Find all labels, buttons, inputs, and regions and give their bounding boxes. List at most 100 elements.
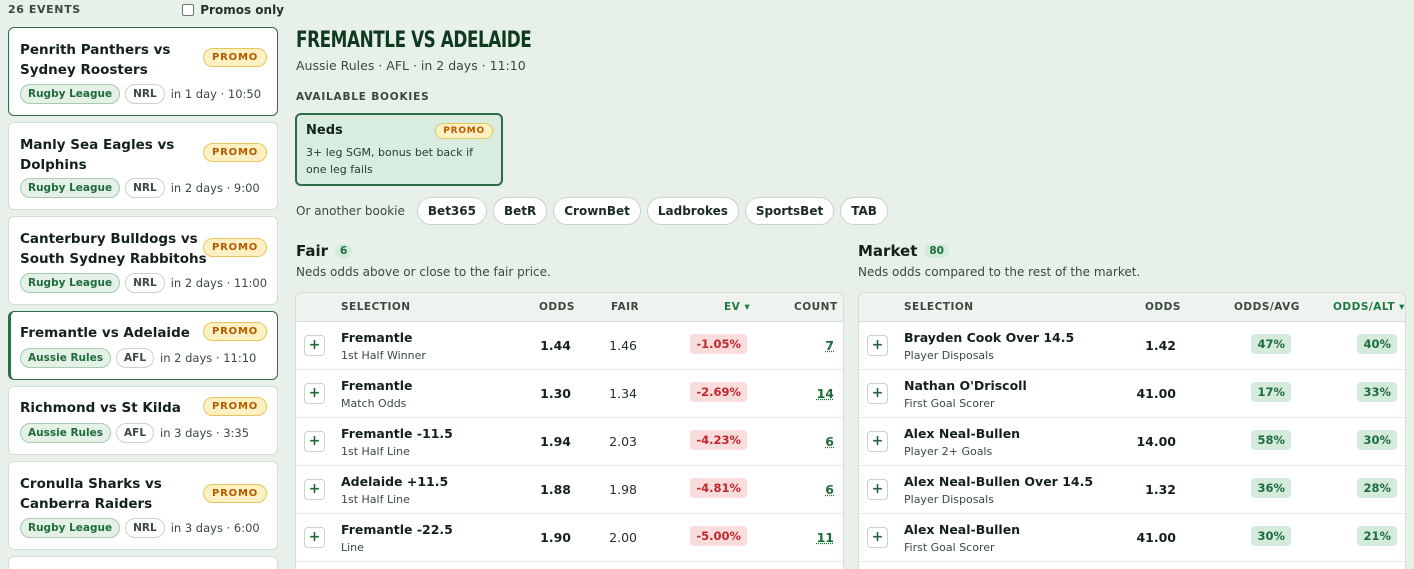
bookie-chip[interactable]: Ladbrokes bbox=[646, 197, 739, 225]
event-tags: Rugby League NRL in 3 days · 6:00 bbox=[20, 518, 260, 538]
event-title: Richmond vs St Kilda bbox=[20, 400, 181, 416]
selection-market: 1st Half Line bbox=[341, 445, 410, 458]
league-tag: NRL bbox=[125, 273, 165, 293]
add-selection-button[interactable]: + bbox=[304, 383, 325, 404]
selection-name: Alex Neal-Bullen Over 14.5 bbox=[904, 474, 1094, 489]
page-title: FREMANTLE VS ADELAIDE bbox=[296, 28, 532, 53]
ev-value: -2.69% bbox=[690, 382, 747, 402]
market-table-header: SELECTION ODDS ODDS/AVG ODDS/ALT ▾ bbox=[859, 293, 1405, 322]
add-selection-button[interactable]: + bbox=[867, 479, 888, 500]
fair-table-row: + Fremantle -22.5 Line 1.90 2.00 -5.00% 11 bbox=[296, 514, 843, 562]
promo-badge: PROMO bbox=[203, 397, 267, 416]
event-card-selected[interactable]: Fremantle vs Adelaide PROMO Aussie Rules… bbox=[8, 311, 278, 380]
sport-tag: Aussie Rules bbox=[20, 348, 112, 368]
event-tags: Rugby League NRL in 2 days · 9:00 bbox=[20, 178, 260, 198]
promo-badge: PROMO bbox=[203, 238, 267, 257]
fair-table: SELECTION ODDS FAIR EV ▾ COUNT + Fremantl… bbox=[295, 292, 844, 569]
event-title: Cronulla Sharks vs Canberra Raiders bbox=[20, 476, 162, 512]
col-odds-alt-sorted[interactable]: ODDS/ALT ▾ bbox=[1333, 301, 1405, 313]
add-selection-button[interactable]: + bbox=[304, 335, 325, 356]
promos-only-label: Promos only bbox=[200, 3, 284, 17]
odds-avg-value: 30% bbox=[1251, 526, 1291, 546]
bookie-card-selected[interactable]: Neds PROMO 3+ leg SGM, bonus bet back if… bbox=[295, 113, 503, 186]
sport-tag: Aussie Rules bbox=[20, 423, 112, 443]
add-selection-button[interactable]: + bbox=[867, 431, 888, 452]
add-selection-button[interactable]: + bbox=[867, 527, 888, 548]
count-link[interactable]: 6 bbox=[825, 482, 834, 497]
event-card[interactable]: Penrith Panthers vs Sydney Roosters PROM… bbox=[8, 27, 278, 116]
selection-market: 1st Half Winner bbox=[341, 349, 426, 362]
event-title: Fremantle vs Adelaide bbox=[20, 325, 190, 341]
col-count[interactable]: COUNT bbox=[794, 301, 838, 313]
ev-value: -1.05% bbox=[690, 334, 747, 354]
event-card[interactable]: Richmond vs St Kilda PROMO Aussie Rules … bbox=[8, 386, 278, 455]
event-card[interactable] bbox=[8, 556, 278, 569]
promos-only-checkbox[interactable] bbox=[182, 4, 195, 16]
bookie-chip[interactable]: Bet365 bbox=[416, 197, 487, 225]
odds-value: 1.44 bbox=[540, 338, 571, 353]
count-link[interactable]: 14 bbox=[816, 386, 834, 401]
odds-alt-value: 21% bbox=[1357, 526, 1397, 546]
league-tag: NRL bbox=[125, 178, 165, 198]
col-odds-avg[interactable]: ODDS/AVG bbox=[1234, 301, 1300, 313]
col-selection[interactable]: SELECTION bbox=[904, 301, 974, 313]
event-card[interactable]: Manly Sea Eagles vs Dolphins PROMO Rugby… bbox=[8, 122, 278, 210]
odds-value: 14.00 bbox=[1136, 434, 1176, 449]
selection-name: Fremantle bbox=[341, 330, 413, 345]
selection-name: Nathan O'Driscoll bbox=[904, 378, 1027, 393]
count-link[interactable]: 7 bbox=[825, 338, 834, 353]
selection-market: First Goal Scorer bbox=[904, 397, 995, 410]
event-card[interactable]: Canterbury Bulldogs vs South Sydney Rabb… bbox=[8, 216, 278, 305]
odds-avg-value: 58% bbox=[1251, 430, 1291, 450]
promo-badge: PROMO bbox=[435, 123, 493, 139]
col-odds[interactable]: ODDS bbox=[1145, 301, 1181, 313]
add-selection-button[interactable]: + bbox=[304, 479, 325, 500]
col-ev-sorted[interactable]: EV ▾ bbox=[724, 301, 751, 313]
fair-value: 1.46 bbox=[609, 338, 637, 353]
sport-tag: Rugby League bbox=[20, 273, 121, 293]
odds-avg-value: 47% bbox=[1251, 334, 1291, 354]
add-selection-button[interactable]: + bbox=[304, 431, 325, 452]
league-tag: NRL bbox=[125, 518, 165, 538]
odds-value: 1.88 bbox=[540, 482, 571, 497]
sport-tag: Rugby League bbox=[20, 178, 121, 198]
selection-name: Fremantle bbox=[341, 378, 413, 393]
league-tag: AFL bbox=[116, 348, 155, 368]
odds-alt-value: 28% bbox=[1357, 478, 1397, 498]
event-title: Canterbury Bulldogs vs South Sydney Rabb… bbox=[20, 231, 207, 267]
selection-market: Line bbox=[341, 541, 364, 554]
col-fair[interactable]: FAIR bbox=[611, 301, 640, 313]
fair-title: Fair bbox=[296, 242, 329, 260]
count-link[interactable]: 6 bbox=[825, 434, 834, 449]
promos-only-toggle[interactable]: Promos only bbox=[182, 3, 284, 17]
event-time: in 1 day · 10:50 bbox=[170, 87, 262, 101]
add-selection-button[interactable]: + bbox=[867, 335, 888, 356]
bookie-chip[interactable]: BetR bbox=[492, 197, 548, 225]
league-tag: AFL bbox=[116, 423, 155, 443]
market-table-row: + Brayden Cook Over 14.5 Player Disposals 1… bbox=[859, 322, 1405, 370]
market-panel-header: Market 80 bbox=[858, 242, 949, 260]
fair-value: 1.34 bbox=[609, 386, 637, 401]
col-selection[interactable]: SELECTION bbox=[341, 301, 411, 313]
promo-badge: PROMO bbox=[203, 484, 267, 503]
event-title: Manly Sea Eagles vs Dolphins bbox=[20, 137, 175, 173]
market-title: Market bbox=[858, 242, 918, 260]
event-time: in 3 days · 6:00 bbox=[170, 521, 260, 535]
bookie-chip[interactable]: TAB bbox=[840, 197, 888, 225]
add-selection-button[interactable]: + bbox=[304, 527, 325, 548]
count-link[interactable]: 11 bbox=[816, 530, 834, 545]
bookie-chip[interactable]: SportsBet bbox=[744, 197, 835, 225]
events-count: 26 EVENTS bbox=[8, 3, 81, 16]
bookie-chip[interactable]: CrownBet bbox=[553, 197, 641, 225]
odds-value: 41.00 bbox=[1136, 530, 1176, 545]
col-odds[interactable]: ODDS bbox=[539, 301, 575, 313]
promo-badge: PROMO bbox=[203, 322, 267, 341]
selection-name: Alex Neal-Bullen bbox=[904, 522, 1021, 537]
market-table-row: + Alex Neal-Bullen Player 2+ Goals 14.00 58%… bbox=[859, 418, 1405, 466]
event-card[interactable]: Cronulla Sharks vs Canberra Raiders PROM… bbox=[8, 461, 278, 550]
market-table-row: + Alex Neal-Bullen Over 14.5 Player Dispos… bbox=[859, 466, 1405, 514]
selection-market: Player Disposals bbox=[904, 493, 994, 506]
odds-value: 1.32 bbox=[1145, 482, 1176, 497]
event-tags: Rugby League NRL in 1 day · 10:50 bbox=[20, 84, 261, 104]
add-selection-button[interactable]: + bbox=[867, 383, 888, 404]
